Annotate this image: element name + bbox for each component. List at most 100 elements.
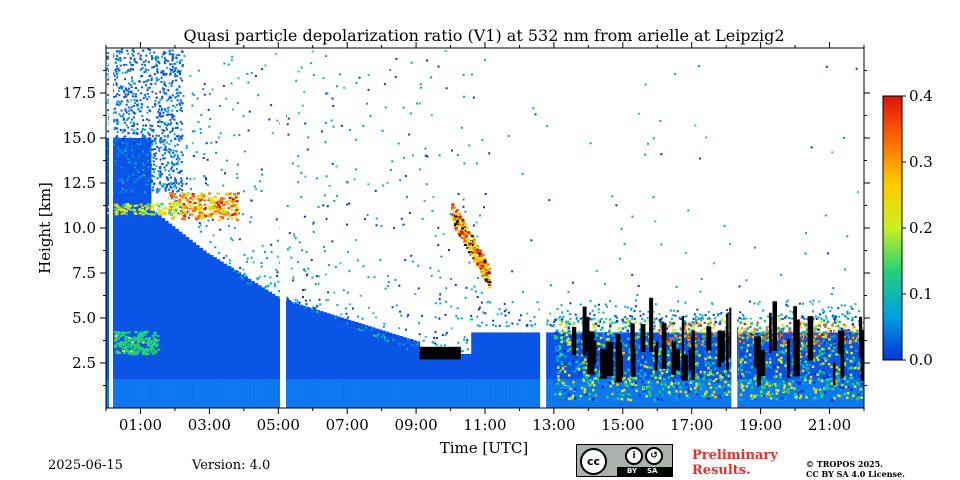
depol-cell bbox=[198, 222, 201, 225]
depol-cell bbox=[644, 372, 647, 376]
depol-cell bbox=[174, 207, 178, 210]
depol-cell bbox=[454, 215, 458, 218]
depol-cell bbox=[475, 162, 478, 165]
depol-cell bbox=[257, 379, 262, 408]
depol-cell bbox=[529, 379, 534, 408]
depol-cell bbox=[563, 334, 566, 338]
depol-cell bbox=[839, 385, 842, 389]
depol-cell bbox=[612, 391, 615, 394]
depol-cell bbox=[237, 271, 240, 274]
depol-cell bbox=[775, 370, 778, 373]
depol-cell bbox=[823, 310, 826, 313]
depol-cell bbox=[703, 392, 707, 396]
depol-cell bbox=[681, 379, 686, 408]
depol-cell bbox=[305, 274, 308, 277]
depol-cell bbox=[145, 157, 148, 160]
depol-cell bbox=[149, 48, 152, 51]
depol-cell bbox=[172, 104, 175, 107]
depol-cell bbox=[311, 306, 314, 309]
depol-cell bbox=[235, 208, 239, 211]
depol-cell bbox=[566, 320, 570, 324]
depol-cell bbox=[699, 329, 703, 333]
depol-cell bbox=[246, 72, 249, 75]
depol-cell bbox=[704, 363, 708, 367]
depol-cell bbox=[451, 206, 455, 209]
depol-cell bbox=[301, 288, 304, 291]
depol-cell bbox=[115, 337, 119, 340]
depol-cell bbox=[461, 218, 465, 221]
depol-cell bbox=[148, 133, 151, 136]
depol-cell bbox=[163, 135, 166, 138]
depol-cell bbox=[799, 326, 802, 329]
depol-cell bbox=[575, 360, 578, 364]
depol-cell bbox=[750, 386, 754, 389]
depol-cell bbox=[146, 147, 149, 150]
depol-cell bbox=[746, 344, 750, 347]
depol-cell bbox=[547, 379, 552, 408]
depol-cell bbox=[324, 141, 327, 144]
depol-cell bbox=[115, 163, 118, 166]
depol-cell bbox=[574, 332, 579, 408]
depol-cell bbox=[581, 379, 586, 408]
depol-cell bbox=[727, 390, 731, 394]
depol-cell bbox=[565, 333, 569, 337]
depol-cell bbox=[560, 336, 563, 339]
depol-cell bbox=[131, 79, 134, 82]
depol-cell bbox=[741, 358, 744, 361]
depol-cell bbox=[742, 315, 745, 318]
depol-cell bbox=[820, 390, 823, 394]
depol-cell bbox=[802, 365, 806, 369]
depol-cell bbox=[160, 77, 163, 80]
depol-cell bbox=[126, 49, 129, 52]
depol-cell bbox=[844, 352, 848, 355]
depol-cell bbox=[171, 56, 174, 59]
depol-cell bbox=[814, 342, 817, 345]
depol-cell bbox=[146, 92, 149, 95]
depol-cell bbox=[740, 346, 743, 349]
depol-cell bbox=[219, 201, 223, 204]
depol-cell bbox=[185, 182, 188, 185]
depol-cell bbox=[464, 237, 468, 240]
depol-cell bbox=[807, 371, 810, 375]
depol-cell bbox=[809, 375, 813, 379]
depol-cell bbox=[120, 100, 123, 103]
depol-cell bbox=[120, 212, 124, 215]
depol-cell bbox=[400, 314, 403, 317]
depol-cell bbox=[852, 335, 855, 338]
depol-cell bbox=[695, 341, 699, 345]
depol-cell bbox=[331, 97, 334, 100]
depol-cell bbox=[626, 306, 629, 309]
depol-cell bbox=[391, 379, 397, 408]
depol-cell bbox=[765, 380, 768, 383]
depol-cell bbox=[805, 346, 808, 350]
depol-cell bbox=[150, 54, 153, 57]
depol-cell bbox=[225, 254, 228, 257]
depol-cell bbox=[171, 226, 176, 408]
depol-cell bbox=[138, 332, 142, 335]
depol-cell bbox=[657, 318, 660, 322]
depol-cell bbox=[147, 78, 150, 81]
depol-cell bbox=[169, 149, 172, 152]
depol-cell bbox=[588, 397, 591, 401]
depol-cell bbox=[167, 113, 170, 116]
depol-cell bbox=[460, 224, 464, 227]
depol-cell bbox=[555, 329, 559, 332]
depol-cell bbox=[121, 155, 124, 158]
depol-cell bbox=[146, 172, 149, 175]
depol-cell bbox=[170, 165, 173, 168]
depol-cell bbox=[826, 357, 830, 361]
depol-cell bbox=[547, 332, 552, 408]
depol-cell bbox=[505, 308, 508, 311]
depol-cell bbox=[762, 331, 766, 334]
depol-cell bbox=[669, 321, 672, 324]
depol-cell bbox=[395, 57, 398, 60]
depol-cell bbox=[753, 379, 758, 408]
depol-cell bbox=[862, 321, 864, 324]
depol-cell bbox=[168, 143, 171, 146]
depol-cell bbox=[221, 203, 225, 206]
depol-cell bbox=[146, 183, 149, 186]
depol-cell bbox=[173, 133, 176, 136]
depol-cell bbox=[119, 207, 123, 210]
depol-cell bbox=[133, 166, 136, 169]
depol-cell bbox=[364, 379, 369, 408]
